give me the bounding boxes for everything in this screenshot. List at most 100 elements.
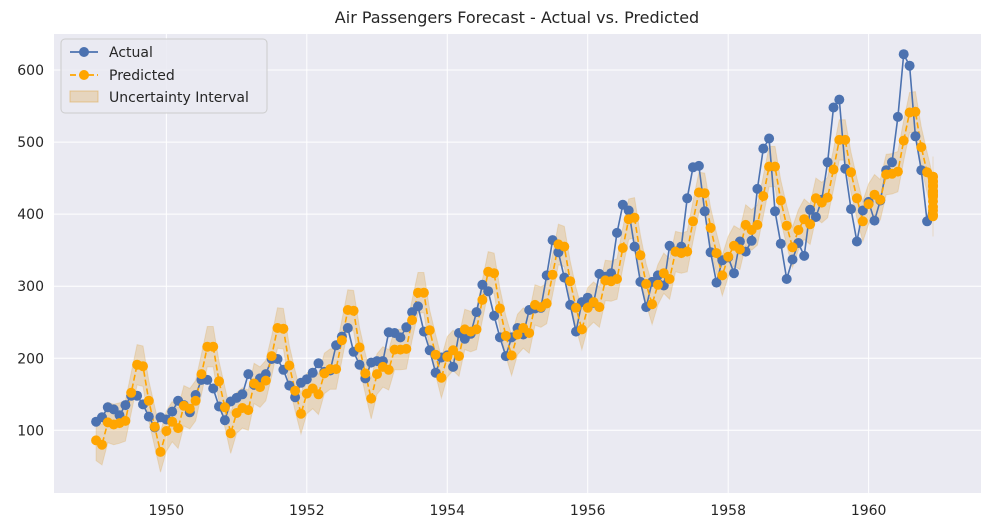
predicted-point: [138, 361, 148, 372]
predicted-point: [143, 395, 154, 406]
predicted-point: [407, 315, 418, 326]
actual-point: [693, 160, 704, 171]
actual-point: [448, 361, 459, 372]
predicted-point: [752, 219, 763, 230]
predicted-point: [401, 343, 412, 354]
actual-point: [711, 277, 722, 288]
predicted-point: [863, 199, 874, 210]
predicted-point: [477, 294, 488, 305]
predicted-point: [184, 403, 195, 414]
predicted-point: [898, 135, 909, 146]
actual-point: [354, 359, 365, 370]
actual-point: [699, 206, 710, 217]
series-markers: [91, 49, 938, 457]
y-tick-label: 500: [17, 135, 44, 151]
predicted-point: [875, 194, 886, 205]
actual-point: [729, 268, 739, 279]
actual-point: [857, 205, 868, 216]
predicted-point: [331, 364, 342, 375]
actual-point: [477, 279, 488, 290]
actual-point: [682, 193, 693, 204]
predicted-point: [97, 439, 107, 450]
predicted-point: [354, 342, 365, 353]
actual-point: [846, 204, 856, 215]
actual-point: [770, 206, 780, 217]
actual-point: [887, 157, 897, 168]
predicted-point: [190, 395, 201, 406]
actual-point: [805, 204, 816, 215]
actual-point: [395, 332, 406, 343]
actual-point: [775, 238, 786, 249]
actual-point: [869, 215, 880, 226]
predicted-point: [155, 446, 166, 457]
legend-box: [60, 38, 268, 114]
actual-point: [898, 49, 909, 60]
actual-point: [781, 274, 792, 284]
actual-point: [764, 133, 775, 144]
actual-point: [413, 301, 423, 312]
predicted-point: [770, 161, 780, 172]
predicted-point: [424, 325, 435, 336]
predicted-point: [723, 251, 734, 262]
predicted-point: [547, 269, 558, 280]
predicted-point: [208, 341, 219, 352]
predicted-point: [225, 428, 236, 439]
predicted-point: [910, 106, 921, 117]
predicted-point: [383, 364, 394, 375]
predicted-point: [120, 415, 131, 426]
actual-point: [612, 227, 622, 238]
predicted-point: [851, 193, 862, 204]
x-tick-label: 1960: [851, 503, 887, 519]
predicted-point: [805, 219, 816, 230]
predicted-point: [506, 350, 517, 361]
predicted-point: [928, 171, 938, 182]
predicted-point: [313, 389, 324, 400]
predicted-point: [126, 387, 137, 398]
predicted-point: [629, 212, 640, 223]
predicted-point: [436, 372, 447, 383]
x-axis-ticks: 1950 1952 1954 1956 1958 1960: [149, 503, 887, 519]
actual-point: [237, 389, 248, 400]
predicted-point: [442, 351, 453, 362]
predicted-point: [916, 142, 927, 153]
y-axis-ticks: 100 200 300 400 500 600: [17, 63, 44, 439]
predicted-point: [781, 220, 792, 231]
actual-point: [629, 241, 640, 252]
actual-point: [910, 131, 921, 142]
predicted-point: [284, 360, 295, 371]
predicted-point: [559, 241, 570, 252]
actual-point: [342, 323, 353, 333]
predicted-point: [336, 335, 347, 346]
predicted-point: [266, 351, 277, 362]
predicted-point: [366, 393, 377, 404]
predicted-point: [641, 279, 652, 289]
actual-point: [301, 374, 312, 385]
predicted-point: [296, 408, 306, 419]
predicted-point: [278, 323, 289, 334]
predicted-point: [255, 382, 265, 393]
predicted-point: [500, 330, 511, 341]
predicted-point: [149, 421, 160, 432]
predicted-point: [734, 244, 745, 255]
predicted-point: [430, 349, 441, 360]
actual-point: [828, 102, 839, 113]
predicted-point: [565, 276, 576, 287]
legend-actual-marker: [79, 47, 89, 57]
actual-point: [810, 212, 821, 222]
x-tick-label: 1958: [710, 503, 746, 519]
actual-point: [746, 235, 757, 246]
predicted-point: [489, 268, 500, 279]
actual-point: [623, 205, 634, 216]
predicted-point: [512, 329, 523, 340]
predicted-point: [243, 405, 254, 416]
predicted-point: [793, 225, 804, 235]
predicted-point: [290, 385, 301, 396]
predicted-point: [471, 324, 482, 335]
predicted-point: [571, 302, 581, 313]
actual-point: [851, 236, 862, 247]
predicted-point: [758, 191, 769, 202]
predicted-point: [717, 270, 728, 281]
y-tick-label: 300: [17, 279, 44, 295]
grid-lines: [54, 34, 981, 493]
